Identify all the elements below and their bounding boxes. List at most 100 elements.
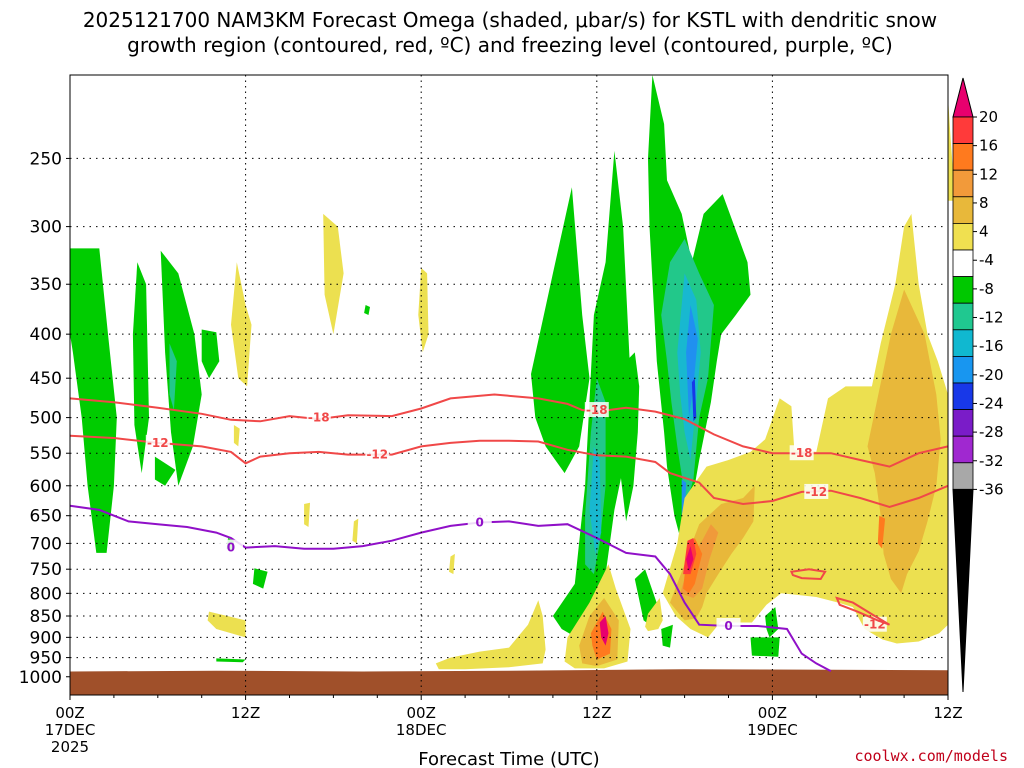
x-tick-label: 12Z [231, 704, 260, 722]
omega-shading-blob [686, 305, 698, 418]
omega-shading [70, 75, 956, 670]
omega-shading-blob [750, 637, 780, 657]
dgz-minus12-label: -12 [147, 436, 169, 450]
chart-title-line-1: 2025121700 NAM3KM Forecast Omega (shaded… [83, 8, 937, 32]
y-tick-label: 450 [30, 369, 62, 389]
colorbar-label: 20 [979, 108, 998, 126]
colorbar-bottom-arrow [952, 488, 974, 693]
omega-shading-blob [364, 305, 370, 315]
contour-label-bg [467, 514, 492, 530]
x-tick-label: 00Z [407, 704, 436, 722]
colorbar-segment [952, 409, 974, 437]
y-tick-label: 500 [30, 409, 62, 429]
x-tick-date: 18DEC [396, 721, 447, 739]
omega-shading-blob [323, 213, 344, 335]
contour-label-bg [789, 445, 814, 461]
colorbar-label: -28 [979, 423, 1004, 441]
ground-fill [70, 669, 948, 695]
x-tick-label: 00Z [758, 704, 787, 722]
colorbar-segment [952, 169, 974, 198]
colorbar-top-arrow [952, 77, 974, 118]
omega-shading-blob [531, 187, 590, 474]
omega-shading-blob [418, 267, 429, 353]
colorbar-label: 16 [979, 137, 998, 155]
y-tick-label: 300 [30, 218, 62, 238]
x-tick-date: 17DEC [45, 721, 96, 739]
colorbar-segment [952, 249, 974, 278]
colorbar-label: -20 [979, 366, 1004, 384]
y-tick-label: 950 [30, 649, 62, 669]
y-tick-label: 700 [30, 534, 62, 554]
dgz-minus12-label: -12 [366, 448, 388, 462]
dgz-minus18-label: -18 [586, 403, 608, 417]
colorbar-segment [952, 143, 974, 171]
colorbar-segment [952, 276, 974, 304]
y-tick-label: 900 [30, 628, 62, 648]
omega-shading-blob [216, 658, 246, 663]
colorbar-label: -36 [979, 480, 1004, 498]
colorbar-label: -8 [979, 280, 994, 298]
colorbar-segment [952, 355, 974, 384]
omega-shading-blob [645, 598, 663, 632]
colorbar-segment [952, 435, 974, 464]
contour-label-bg [716, 617, 741, 633]
colorbar-label: -4 [979, 251, 994, 269]
pressure-axis: 2503003504004505005506006507007508008509… [19, 149, 70, 688]
omega-shading-blob [618, 352, 640, 522]
contour-label-bg [145, 434, 170, 450]
omega-shading-blob [435, 600, 546, 670]
y-tick-label: 600 [30, 477, 62, 497]
y-tick-label: 800 [30, 584, 62, 604]
x-axis-label: Forecast Time (UTC) [418, 749, 599, 768]
colorbar-segment [952, 302, 974, 331]
y-tick-label: 650 [30, 507, 62, 527]
colorbar-label: -24 [979, 394, 1004, 412]
colorbar-segment [952, 329, 974, 357]
dgz-minus18-label: -18 [791, 446, 813, 460]
omega-shading-blob [552, 150, 631, 638]
freezing-level-label: 0 [476, 516, 484, 530]
omega-shading-blob [599, 616, 609, 646]
omega-shading-blob [201, 329, 220, 379]
omega-shading-blob [691, 378, 697, 422]
colorbar-label: -32 [979, 452, 1004, 470]
omega-shading-blob [233, 425, 240, 447]
pressure-gridlines [70, 157, 948, 678]
colorbar-label: 4 [979, 223, 989, 241]
ground-layer [70, 669, 948, 695]
freezing-level-label: 0 [724, 619, 732, 633]
omega-shading-blob [304, 502, 310, 527]
colorbar-label: 8 [979, 194, 989, 212]
y-tick-label: 400 [30, 325, 62, 345]
colorbar-label: -16 [979, 337, 1004, 355]
x-tick-date: 19DEC [747, 721, 798, 739]
colorbar-segment [952, 382, 974, 411]
y-tick-label: 550 [30, 444, 62, 464]
x-tick-label: 12Z [582, 704, 611, 722]
omega-shading-blob [867, 289, 941, 594]
dgz-minus12-loop [789, 568, 827, 581]
omega-shading-blob [686, 546, 694, 572]
omega-shading-blob [877, 515, 886, 549]
omega-shading-blob [352, 518, 359, 544]
colorbar-label: 12 [979, 165, 998, 183]
credit-text: coolwx.com/models [854, 747, 1008, 765]
y-tick-label: 250 [30, 149, 62, 169]
x-tick-label: 00Z [55, 704, 84, 722]
y-tick-label: 1000 [19, 668, 62, 688]
colorbar-segment [952, 462, 974, 490]
omega-shading-blob [154, 456, 176, 486]
freezing-level-label: 0 [227, 541, 235, 555]
x-tick-year: 2025 [51, 738, 89, 756]
contour-label-bg [306, 409, 331, 425]
omega-shading-blob [252, 568, 268, 589]
contour-label-bg [218, 539, 243, 555]
plot-frame [69, 74, 949, 696]
dgz-minus18-label: -18 [308, 411, 330, 425]
y-tick-label: 850 [30, 607, 62, 627]
colorbar-label: -12 [979, 309, 1004, 327]
